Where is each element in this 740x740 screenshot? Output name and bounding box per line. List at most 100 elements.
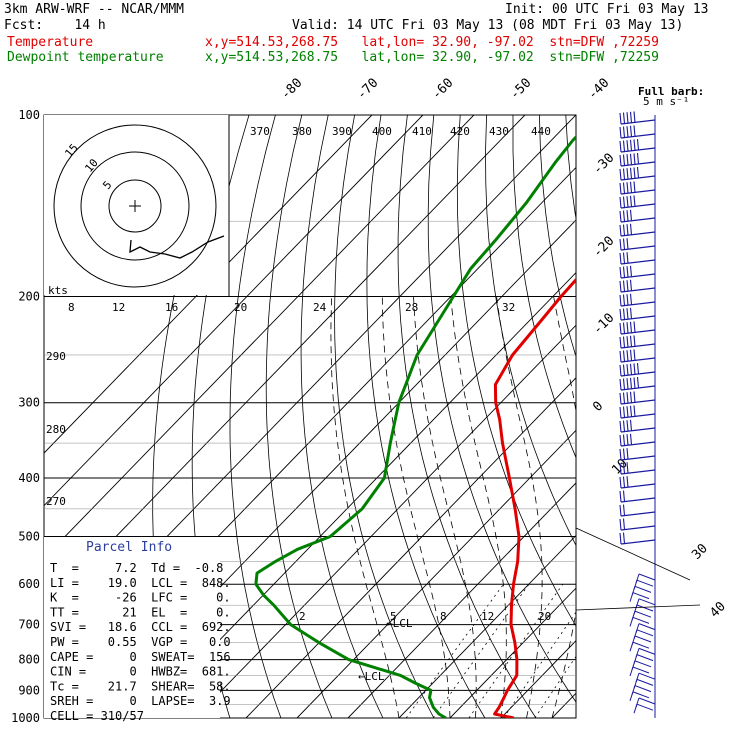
- wind-barb-staff: [620, 203, 656, 209]
- wind-barb-flag: [629, 377, 633, 389]
- wind-barb-flag: [629, 195, 633, 207]
- wind-barb-flag: [619, 378, 622, 391]
- valid-time: Valid: 14 UTC Fri 03 May 13 (08 MDT Fri …: [292, 18, 684, 33]
- wind-barb-flag: [629, 293, 633, 305]
- wind-barb-flag: [626, 434, 629, 446]
- wind-barb-flag: [619, 140, 622, 153]
- isotherm: [194, 324, 576, 718]
- theta-label: 400: [372, 125, 392, 138]
- wind-barb-staff: [620, 301, 656, 307]
- pressure-label: 600: [18, 577, 40, 591]
- wind-barb-flag: [619, 448, 622, 461]
- theta-label: 290: [46, 350, 66, 363]
- mixing-ratio-label: 20: [538, 610, 551, 623]
- theta-label: 420: [450, 125, 470, 138]
- wind-barb-low: [636, 604, 654, 612]
- wind-barb-flag: [636, 138, 640, 151]
- wind-barb-flag: [626, 420, 629, 432]
- wind-barb-flag: [622, 518, 626, 530]
- wind-barb-flag: [622, 420, 626, 432]
- wind-barb-flag: [626, 210, 629, 222]
- pressure-label: 300: [18, 396, 40, 410]
- wind-barb-staff: [620, 189, 656, 195]
- wind-barb-staff: [620, 497, 656, 503]
- wind-barb-flag: [622, 504, 626, 516]
- isotherm: [44, 115, 526, 612]
- wind-barb-flag: [633, 391, 636, 403]
- wind-barb-flag: [626, 252, 629, 264]
- wind-barb-flag: [636, 152, 640, 165]
- wind-barb-low: [638, 598, 656, 606]
- isotherm: [44, 115, 475, 559]
- isotherm-label: -80: [278, 76, 305, 103]
- moist-adiabat: [450, 296, 507, 718]
- model-title: 3km ARW-WRF -- NCAR/MMM: [4, 2, 185, 17]
- hodograph-axis-label: 28: [405, 301, 418, 314]
- wind-barb-flag: [626, 182, 629, 194]
- wind-barb-flag: [622, 336, 626, 348]
- wind-barb-low: [638, 647, 656, 655]
- wind-barb-flag: [626, 448, 629, 460]
- wind-barb-staff: [620, 343, 656, 349]
- isotherm-label: -70: [354, 76, 381, 103]
- wind-barb-flag: [622, 350, 626, 362]
- wind-barb-flag: [626, 196, 629, 208]
- parcel-row: CIN = 0 HWBZ= 681.: [50, 665, 231, 679]
- isotherm: [347, 482, 576, 718]
- wind-barb-flag: [626, 406, 629, 418]
- wind-barb-flag: [626, 280, 629, 292]
- parcel-row: Tc = 21.7 SHEAR= 58.: [50, 679, 231, 693]
- hodograph-axis-label: 32: [502, 301, 515, 314]
- wind-barb-low-flag: [629, 691, 634, 701]
- isotherm-extension: [575, 527, 691, 581]
- wind-barb-flag: [619, 168, 622, 181]
- parcel-row: SVI = 18.6 CCL = 692.: [50, 620, 231, 634]
- moist-adiabat: [413, 296, 477, 718]
- isotherm-label: -40: [585, 76, 612, 103]
- lcl-label-upper: ←LCL: [386, 617, 413, 630]
- mixing-ratio-label: 5: [390, 610, 397, 623]
- isotherm-label: -20: [590, 234, 617, 261]
- wind-barb-flag: [619, 252, 622, 265]
- wind-barb-flag: [619, 434, 622, 447]
- wind-barb-flag: [633, 167, 636, 179]
- hodograph-axis-label: 16: [165, 301, 178, 314]
- wind-barb-flag: [629, 265, 633, 277]
- wind-barb-flag: [622, 476, 626, 488]
- wind-barb-flag: [622, 252, 626, 264]
- hodograph-trace: [129, 235, 225, 259]
- wind-barb-flag: [619, 462, 622, 475]
- wind-barb-flag: [622, 238, 626, 250]
- wind-barb-staff: [620, 133, 656, 139]
- isotherm: [705, 115, 740, 718]
- wind-barb-flag: [622, 448, 626, 460]
- pressure-label: 400: [18, 471, 40, 485]
- moist-adiabat: [496, 296, 543, 718]
- wind-barb-flag: [626, 392, 629, 404]
- isotherm: [603, 115, 740, 718]
- isotherm-label: 0: [590, 399, 606, 415]
- wind-barb-staff: [620, 399, 656, 405]
- dry-adiabat: [512, 115, 576, 459]
- dewpoint-location: x,y=514.53,268.75 lat,lon= 32.90, -97.02…: [205, 50, 659, 65]
- wind-barb-staff: [620, 357, 656, 363]
- wind-barb-flag: [626, 476, 629, 488]
- pressure-label: 900: [18, 683, 40, 697]
- wind-barb-flag: [619, 364, 622, 377]
- wind-barb-flag: [622, 294, 626, 306]
- wind-barb-low-flag: [629, 592, 634, 602]
- wind-barb-flag: [629, 111, 633, 123]
- wind-barb-low: [634, 585, 652, 593]
- wind-barb-flag: [629, 405, 633, 417]
- wind-barb-flag: [629, 419, 633, 431]
- wind-barb-low: [638, 573, 656, 581]
- isotherm: [143, 271, 576, 718]
- wind-barb-flag: [626, 336, 629, 348]
- pressure-label: 1000: [11, 711, 40, 725]
- wind-barb-flag: [629, 335, 633, 347]
- wind-barb-flag: [622, 462, 626, 474]
- dry-adiabat: [671, 115, 740, 718]
- wind-barb-flag: [633, 111, 636, 123]
- dry-adiabat: [645, 115, 740, 718]
